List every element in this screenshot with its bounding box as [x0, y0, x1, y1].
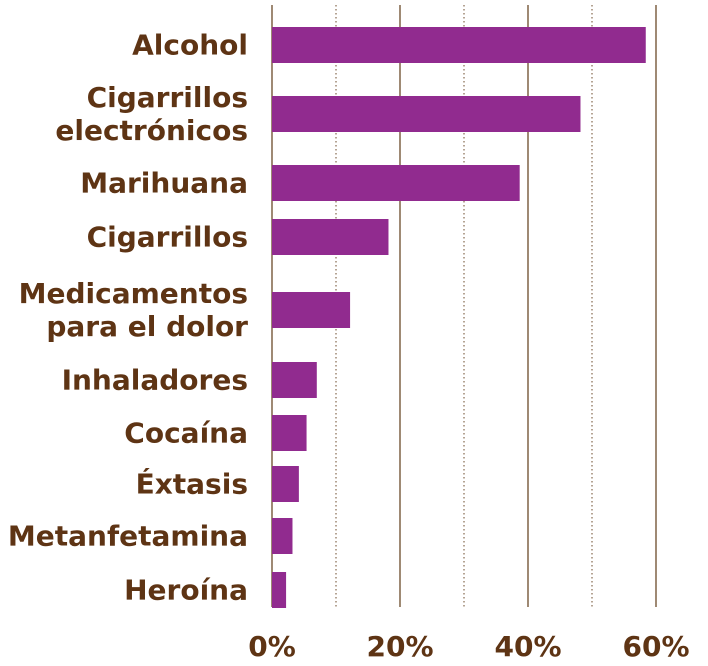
x-tick-label: 20% — [366, 630, 433, 663]
bar — [272, 572, 286, 608]
bar — [272, 466, 299, 502]
category-label: para el dolor — [46, 310, 248, 343]
category-label: Alcohol — [132, 29, 248, 62]
category-labels: AlcoholCigarrilloselectrónicosMarihuanaC… — [8, 29, 248, 607]
category-label: electrónicos — [55, 114, 248, 147]
bar — [272, 219, 388, 255]
category-label: Cigarrillos — [87, 81, 248, 114]
bar — [272, 518, 292, 554]
x-axis-tick-labels: 0% 20% 40% 60% — [248, 630, 689, 663]
category-label: Marihuana — [80, 167, 248, 200]
category-label: Heroína — [124, 574, 248, 607]
x-tick-label: 40% — [494, 630, 561, 663]
bar — [272, 96, 580, 132]
bars — [272, 27, 646, 608]
bar — [272, 165, 520, 201]
category-label: Medicamentos — [19, 277, 248, 310]
category-label: Éxtasis — [136, 467, 248, 501]
category-label: Cigarrillos — [87, 221, 248, 254]
x-tick-label: 0% — [248, 630, 296, 663]
category-label: Inhaladores — [62, 364, 248, 397]
bar — [272, 415, 307, 451]
category-label: Cocaína — [124, 417, 248, 450]
category-label: Metanfetamina — [8, 520, 248, 553]
bar — [272, 292, 350, 328]
x-tick-label: 60% — [622, 630, 689, 663]
bar — [272, 27, 646, 63]
bar — [272, 362, 317, 398]
